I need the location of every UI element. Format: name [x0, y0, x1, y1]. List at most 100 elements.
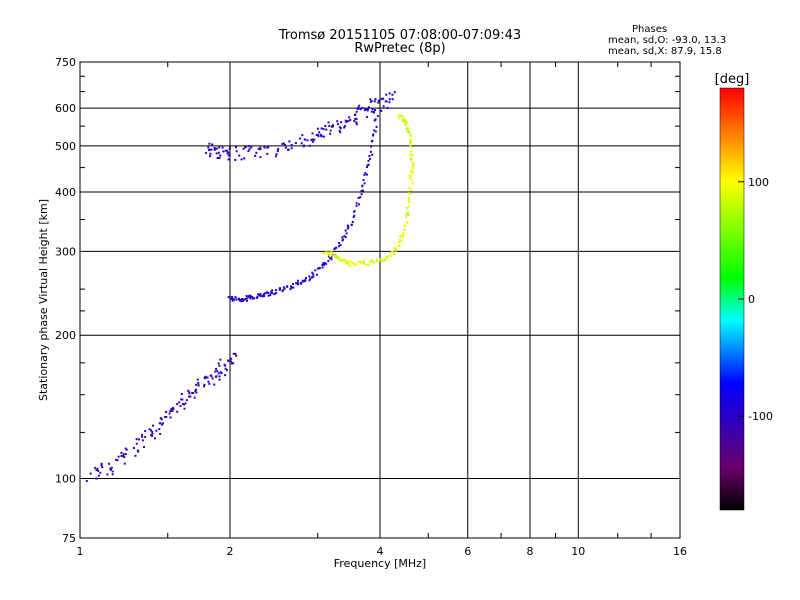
data-point [227, 296, 230, 299]
grid-lines [80, 62, 680, 538]
x-tick-label: 2 [227, 545, 234, 558]
data-point [409, 192, 412, 195]
data-point [411, 153, 414, 156]
data-point [346, 227, 349, 230]
data-point [288, 140, 291, 143]
data-point [343, 235, 346, 238]
data-point [135, 438, 138, 441]
data-point [183, 403, 186, 406]
data-point [346, 261, 349, 264]
data-point [340, 121, 343, 124]
y-tick-label: 75 [62, 532, 76, 545]
data-point [135, 442, 138, 445]
data-point [374, 118, 377, 121]
data-point [356, 107, 359, 110]
data-point [323, 135, 326, 138]
data-point [193, 396, 196, 399]
data-point [377, 101, 380, 104]
data-point [195, 388, 198, 391]
data-point [216, 156, 219, 159]
data-point [342, 238, 345, 241]
data-point [343, 126, 346, 129]
data-point [158, 422, 161, 425]
data-point [248, 294, 251, 297]
data-point [224, 149, 227, 152]
data-point [240, 158, 243, 161]
data-point [227, 359, 230, 362]
data-point [311, 140, 314, 143]
data-point [327, 121, 330, 124]
data-point [317, 135, 320, 138]
data-point [94, 466, 97, 469]
data-point [367, 264, 370, 267]
data-point [337, 245, 340, 248]
data-point [412, 169, 415, 172]
data-point [124, 447, 127, 450]
data-point [234, 158, 237, 161]
data-point [311, 132, 314, 135]
data-point [257, 147, 260, 150]
data-point [370, 145, 373, 148]
data-point [409, 174, 412, 177]
data-point [218, 364, 221, 367]
data-point [398, 238, 401, 241]
data-point [332, 124, 335, 127]
data-point [350, 223, 353, 226]
data-point [218, 157, 221, 160]
data-point [338, 256, 341, 259]
data-point [203, 385, 206, 388]
data-point [393, 246, 396, 249]
data-point [359, 108, 362, 111]
data-point [355, 121, 358, 124]
data-point [259, 295, 262, 298]
data-point [366, 115, 369, 118]
data-point [303, 280, 306, 283]
data-point [386, 255, 389, 258]
data-point [208, 142, 211, 145]
data-point [208, 149, 211, 152]
data-point [284, 144, 287, 147]
data-point [178, 401, 181, 404]
data-point [329, 256, 332, 259]
colorbar-ticks: -100 0 100 [738, 176, 773, 423]
data-point [215, 367, 218, 370]
data-point [371, 134, 374, 137]
data-point [136, 449, 139, 452]
data-point [309, 277, 312, 280]
data-point [213, 148, 216, 151]
data-point [209, 155, 212, 158]
data-point [337, 258, 340, 261]
data-point [325, 262, 328, 265]
data-point [354, 113, 357, 116]
data-point [355, 204, 358, 207]
data-point [176, 410, 179, 413]
data-point [328, 125, 331, 128]
data-point [363, 173, 366, 176]
data-point [234, 352, 237, 355]
data-point [232, 298, 235, 301]
data-point [294, 141, 297, 144]
data-point [250, 146, 253, 149]
data-point [273, 292, 276, 295]
data-point [217, 151, 220, 154]
data-point [353, 210, 356, 213]
data-point [176, 403, 179, 406]
data-point [401, 116, 404, 119]
data-point [219, 154, 222, 157]
data-point [211, 377, 214, 380]
data-point [355, 118, 358, 121]
data-point [365, 263, 368, 266]
data-point [346, 224, 349, 227]
data-point [388, 98, 391, 101]
data-point [248, 295, 251, 298]
data-point [263, 146, 266, 149]
data-point [366, 165, 369, 168]
data-point [362, 260, 365, 263]
data-point [208, 382, 211, 385]
y-tick-label: 100 [55, 473, 76, 486]
data-point [171, 410, 174, 413]
data-point [386, 106, 389, 109]
data-point [381, 260, 384, 263]
data-point [97, 470, 100, 473]
data-point [220, 372, 223, 375]
